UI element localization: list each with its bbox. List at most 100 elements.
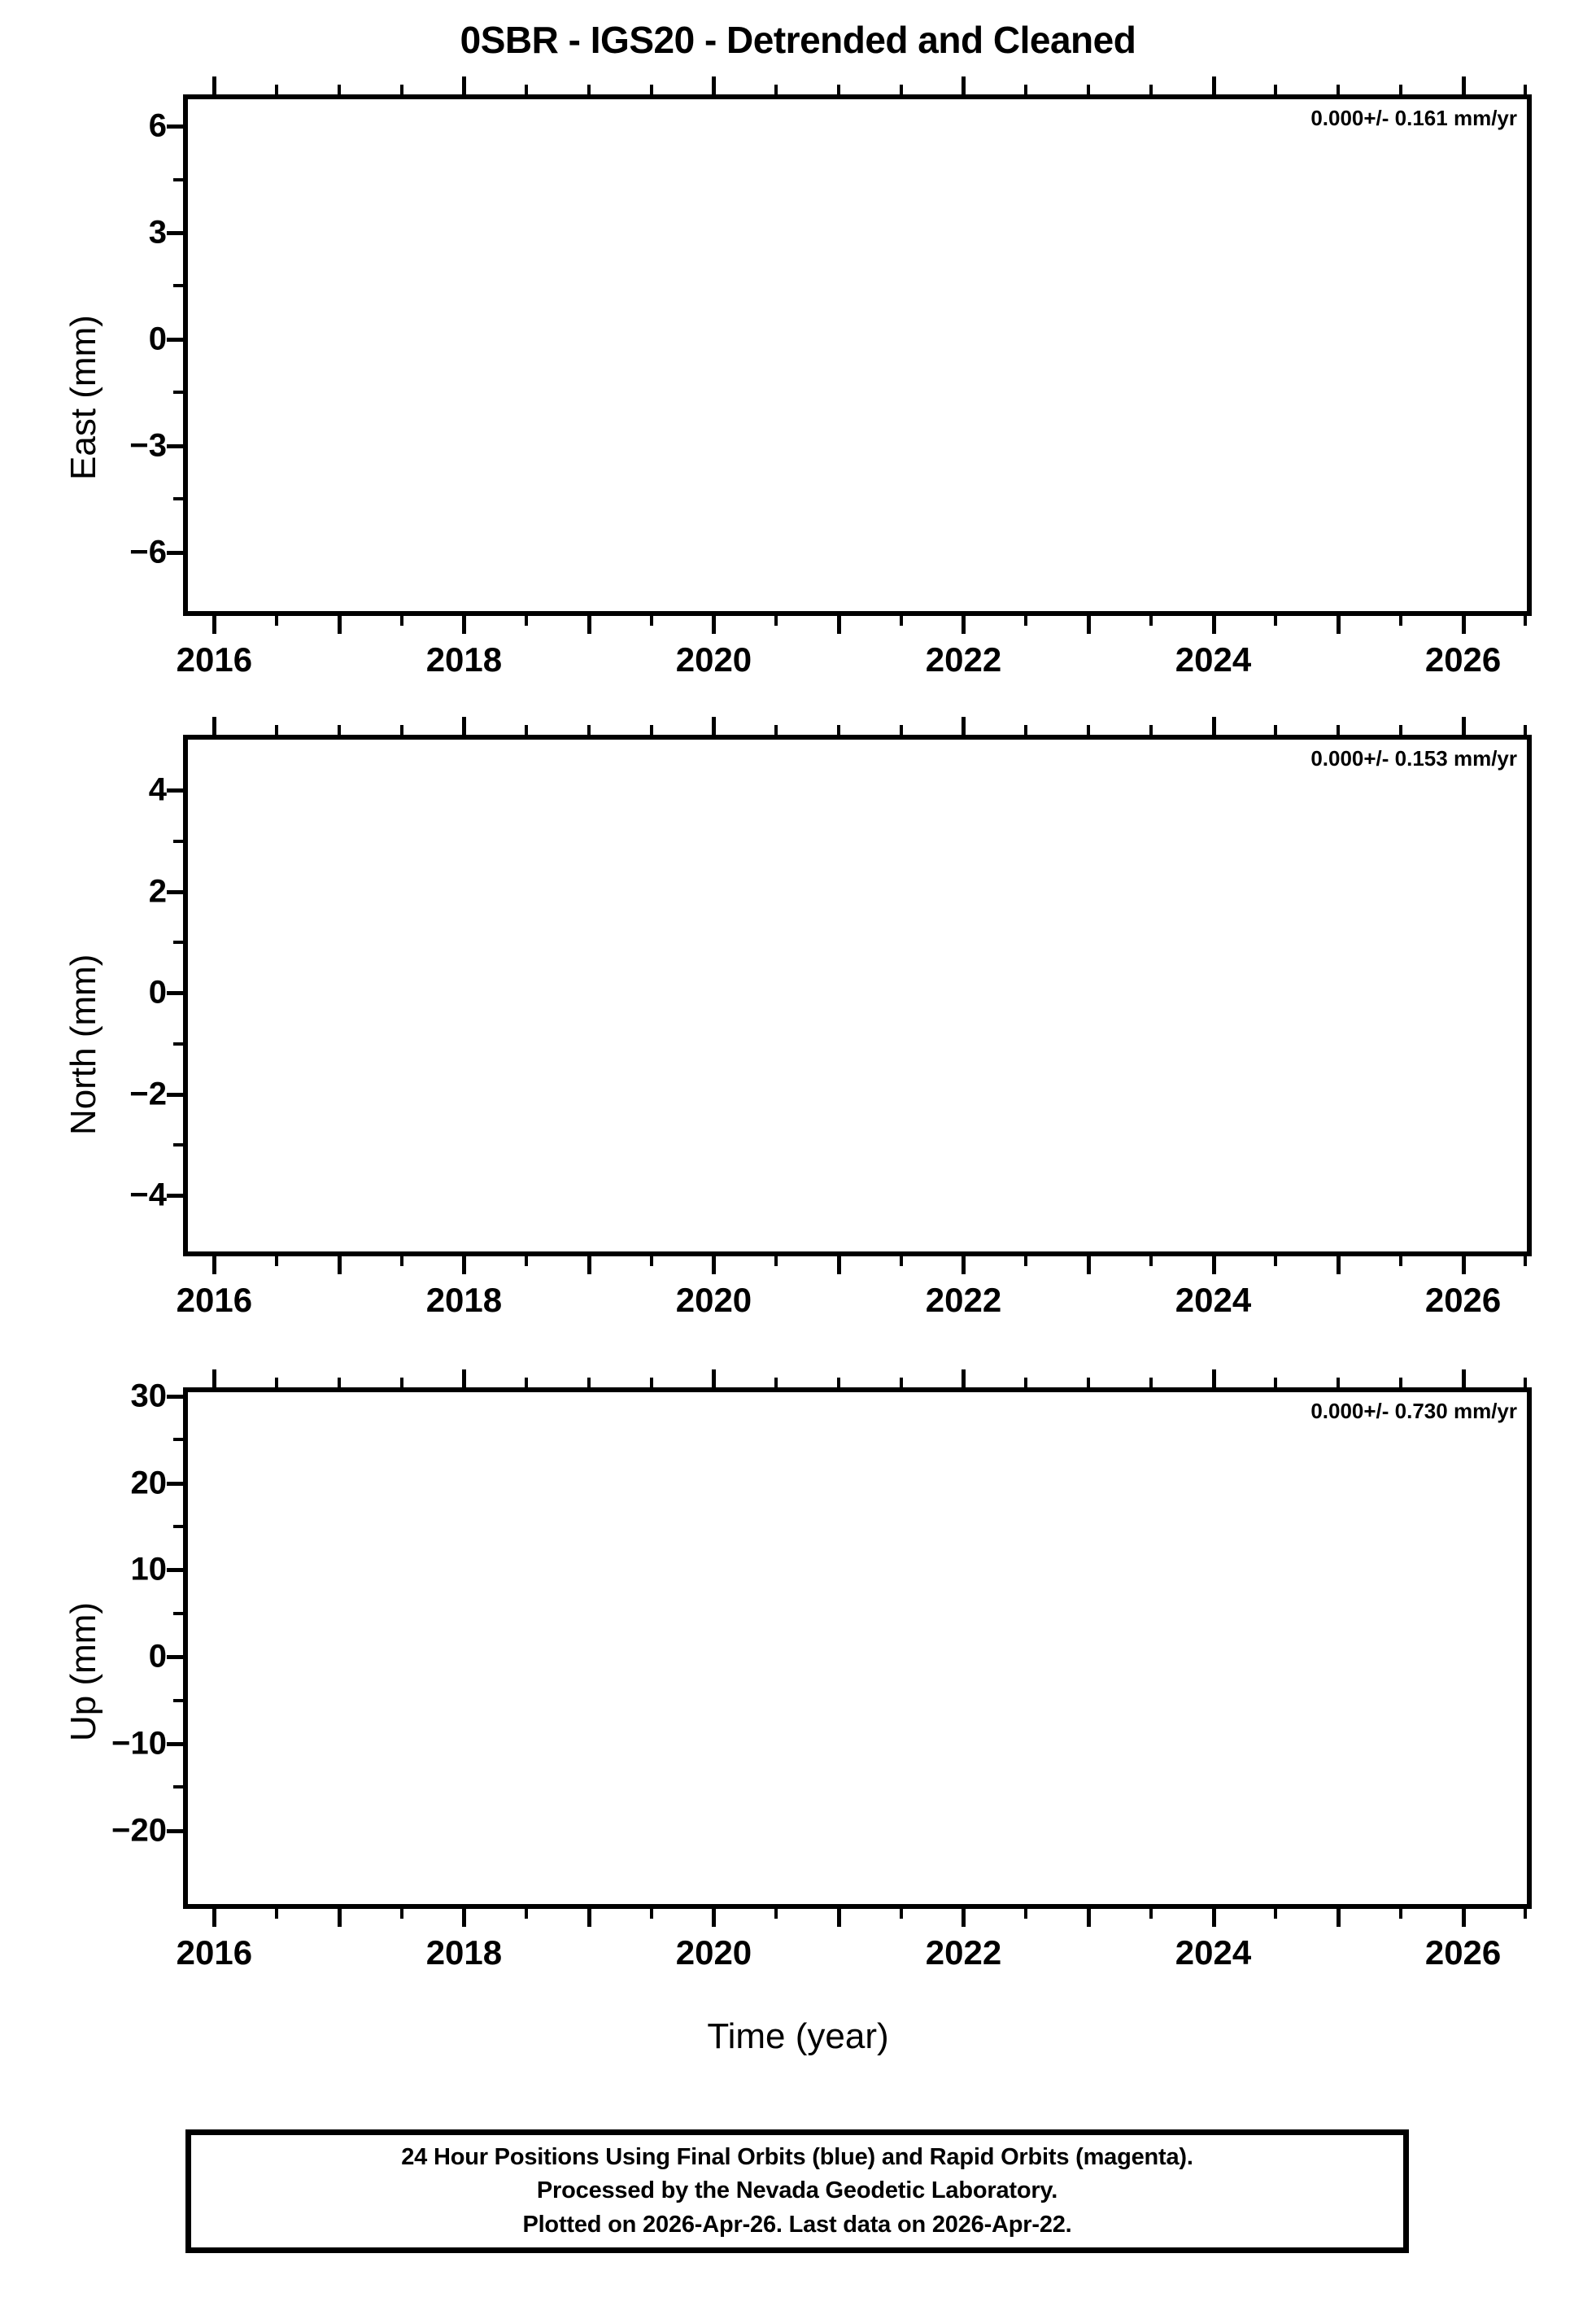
north-xtick-label: 2024 [1175, 1281, 1252, 1319]
east-ytick-label: 6 [148, 107, 167, 144]
east-xtick-minor [1398, 616, 1402, 626]
up-ytick-mark [167, 1394, 183, 1399]
up-rate-annotation: 0.000+/- 0.730 mm/yr [1310, 1399, 1517, 1423]
up-xtick-minor-top [525, 1378, 529, 1387]
up-xtick-minor [587, 1909, 591, 1927]
up-ytick-label: −20 [111, 1812, 167, 1849]
up-xtick-mark-top [1461, 1369, 1466, 1387]
up-xtick-mark [462, 1909, 467, 1927]
east-xtick-minor-top [275, 85, 279, 94]
up-xtick-mark [712, 1909, 717, 1927]
up-xtick-minor [1024, 1909, 1028, 1919]
north-xtick-minor [587, 1256, 591, 1274]
north-xtick-mark-top [1461, 717, 1466, 735]
up-axis-title: Up (mm) [63, 1601, 103, 1741]
up-xtick-minor-top [1337, 1378, 1341, 1387]
up-xtick-mark-top [962, 1369, 966, 1387]
north-xtick-minor-top [399, 725, 403, 735]
up-xtick-minor-top [399, 1378, 403, 1387]
north-xtick-minor [1524, 1256, 1528, 1266]
north-ytick-label: −4 [129, 1177, 167, 1213]
caption-line-2: Processed by the Nevada Geodetic Laborat… [536, 2177, 1058, 2204]
east-xtick-minor-top [836, 85, 840, 94]
east-ytick-mark [167, 124, 183, 129]
east-ytick-label: −6 [129, 534, 167, 570]
north-ytick-mark [167, 991, 183, 996]
north-ytick-minor [173, 1143, 183, 1147]
north-xtick-mark [1211, 1256, 1216, 1274]
up-ytick-minor [173, 1611, 183, 1615]
up-xtick-mark-top [462, 1369, 467, 1387]
north-xtick-minor [774, 1256, 778, 1266]
east-xtick-mark [462, 616, 467, 634]
up-xtick-minor [399, 1909, 403, 1919]
north-xtick-minor [275, 1256, 279, 1266]
east-xtick-minor [1337, 616, 1341, 634]
east-ytick-mark [167, 231, 183, 236]
north-xtick-label: 2018 [425, 1281, 503, 1319]
up-ytick-mark [167, 1655, 183, 1660]
north-xtick-mark [962, 1256, 966, 1274]
up-xtick-label: 2016 [176, 1933, 253, 1972]
north-xtick-minor [1398, 1256, 1402, 1266]
east-axis-title: East (mm) [63, 315, 103, 480]
up-xtick-mark [1211, 1909, 1216, 1927]
up-xtick-minor [836, 1909, 841, 1927]
north-xtick-label: 2016 [176, 1281, 253, 1319]
east-ytick-label: −3 [129, 427, 167, 464]
north-ytick-minor [173, 941, 183, 945]
north-xtick-minor-top [1398, 725, 1402, 735]
north-ytick-minor [173, 1042, 183, 1046]
north-xtick-minor-top [1337, 725, 1341, 735]
north-xtick-minor-top [1274, 725, 1278, 735]
up-ytick-mark [167, 1742, 183, 1747]
north-xtick-minor [649, 1256, 653, 1266]
up-ytick-minor [173, 1785, 183, 1789]
east-xtick-minor [1149, 616, 1153, 626]
east-xtick-label: 2016 [176, 640, 253, 679]
up-xtick-minor-top [774, 1378, 778, 1387]
up-ytick-label: 20 [130, 1465, 168, 1501]
panel-east: 0.000+/- 0.161 mm/yr [183, 94, 1532, 616]
north-ytick-label: 4 [148, 771, 167, 808]
north-xtick-mark-top [1211, 717, 1216, 735]
north-xtick-minor-top [774, 725, 778, 735]
east-xtick-minor-top [1087, 85, 1090, 94]
north-xtick-minor [1149, 1256, 1153, 1266]
east-xtick-minor-top [1524, 85, 1528, 94]
up-ytick-minor [173, 1698, 183, 1702]
north-xtick-minor-top [587, 725, 591, 735]
north-xtick-mark-top [462, 717, 467, 735]
up-xtick-minor-top [337, 1378, 341, 1387]
panel-north: 0.000+/- 0.153 mm/yr [183, 735, 1532, 1256]
up-ytick-label: 30 [130, 1378, 168, 1414]
up-xtick-label: 2018 [425, 1933, 503, 1972]
east-xtick-label: 2026 [1424, 640, 1502, 679]
page-title: 0SBR - IGS20 - Detrended and Cleaned [460, 19, 1136, 61]
north-xtick-minor-top [899, 725, 903, 735]
north-xtick-mark [712, 1256, 717, 1274]
east-xtick-minor [899, 616, 903, 626]
north-xtick-minor-top [1149, 725, 1153, 735]
up-xtick-minor [1087, 1909, 1091, 1927]
up-xtick-minor-top [1149, 1378, 1153, 1387]
caption-line-1: 24 Hour Positions Using Final Orbits (bl… [401, 2144, 1193, 2171]
east-ytick-minor [173, 177, 183, 181]
up-xtick-label: 2026 [1424, 1933, 1502, 1972]
east-ytick-minor [173, 497, 183, 501]
up-xtick-minor [1274, 1909, 1278, 1919]
up-xtick-minor-top [275, 1378, 279, 1387]
north-xtick-minor [836, 1256, 841, 1274]
up-xtick-minor-top [649, 1378, 653, 1387]
east-xtick-mark-top [962, 76, 966, 94]
up-ytick-minor [173, 1524, 183, 1528]
up-xtick-minor [1149, 1909, 1153, 1919]
up-ytick-mark [167, 1568, 183, 1573]
east-xtick-minor [1087, 616, 1091, 634]
east-xtick-minor-top [774, 85, 778, 94]
north-ytick-mark [167, 788, 183, 793]
east-xtick-mark [1211, 616, 1216, 634]
up-xtick-minor-top [1087, 1378, 1090, 1387]
up-xtick-minor-top [1398, 1378, 1402, 1387]
east-xtick-minor [1024, 616, 1028, 626]
